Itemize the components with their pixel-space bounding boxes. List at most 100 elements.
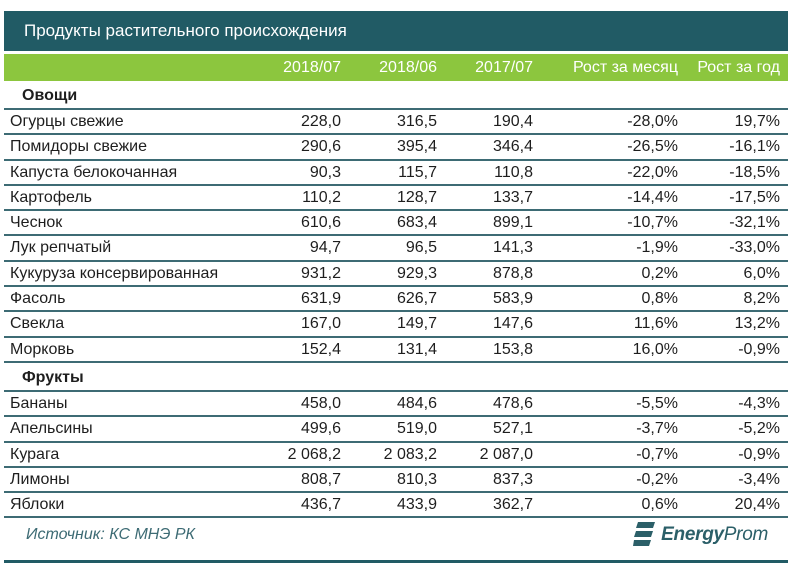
growth-month: -22,0% <box>627 163 678 181</box>
logo-text-prom: Prom <box>723 524 769 546</box>
header-name <box>4 54 254 81</box>
product-name: Картофель <box>10 188 93 206</box>
value-2017-07: 899,1 <box>492 214 533 232</box>
growth-year: -17,5% <box>729 188 780 206</box>
table-row: Картофель 110,2 128,7 133,7 -14,4% -17,5% <box>4 186 788 212</box>
table-row: Лук репчатый 94,7 96,5 141,3 -1,9% -33,0% <box>4 236 788 262</box>
value-2018-06: 96,5 <box>405 239 437 257</box>
growth-year: -0,9% <box>738 445 780 463</box>
value-2018-06: 149,7 <box>396 315 437 333</box>
growth-year: -18,5% <box>729 163 780 181</box>
value-2018-06: 519,0 <box>396 420 437 438</box>
value-2017-07: 190,4 <box>492 113 533 130</box>
value-2018-07: 499,6 <box>300 420 341 438</box>
header-growth-month: Рост за месяц <box>572 59 678 76</box>
growth-month: -1,9% <box>636 239 678 257</box>
product-name: Морковь <box>10 340 75 358</box>
logo-text-energy: Energy <box>661 524 724 546</box>
product-name: Кукуруза консервированная <box>10 264 219 282</box>
table-title: Продукты растительного происхождения <box>4 11 788 51</box>
growth-month: -26,5% <box>627 138 678 156</box>
growth-year: 8,2% <box>743 290 780 308</box>
growth-year: 20,4% <box>734 496 780 514</box>
value-2017-07: 141,3 <box>492 239 533 257</box>
value-2018-06: 683,4 <box>396 214 437 232</box>
table-row: Кукуруза консервированная 931,2 929,3 878,8… <box>4 262 788 288</box>
value-2017-07: 527,1 <box>492 420 533 438</box>
value-2018-06: 929,3 <box>396 264 437 282</box>
table-row: Бананы 458,0 484,6 478,6 -5,5% -4,3% <box>4 392 788 418</box>
growth-month: 11,6% <box>633 315 678 333</box>
growth-year: 19,7% <box>734 113 780 130</box>
value-2018-07: 167,0 <box>300 315 341 333</box>
product-name: Чеснок <box>10 214 63 232</box>
value-2018-07: 610,6 <box>300 214 341 232</box>
value-2018-06: 484,6 <box>396 394 437 412</box>
growth-year: -4,3% <box>738 394 780 412</box>
product-name: Огурцы свежие <box>10 113 124 130</box>
energyprom-logo-icon <box>633 522 656 547</box>
header-2018-06: 2018/06 <box>379 59 437 76</box>
growth-month: 0,6% <box>641 496 678 514</box>
product-name: Бананы <box>10 394 68 412</box>
table-row: Капуста белокочанная 90,3 115,7 110,8 -22,0%… <box>4 161 788 186</box>
table-row: Апельсины 499,6 519,0 527,1 -3,7% -5,2% <box>4 417 788 443</box>
growth-month: -28,0% <box>627 113 678 130</box>
product-table: Продукты растительного происхождения 201… <box>4 11 788 566</box>
table-row: Морковь 152,4 131,4 153,8 16,0% -0,9% <box>4 338 788 363</box>
source-note: Источник: КС МНЭ РК <box>26 526 195 544</box>
growth-month: 0,8% <box>641 290 678 308</box>
product-name: Курага <box>10 445 60 463</box>
table-row: Огурцы свежие 228,0 316,5 190,4 -28,0% 19,7% <box>4 110 788 136</box>
growth-year: 13,2% <box>734 315 780 333</box>
product-name: Яблоки <box>10 496 65 514</box>
value-2018-06: 115,7 <box>398 163 437 181</box>
table-row: Свекла 167,0 149,7 147,6 11,6% 13,2% <box>4 312 788 338</box>
growth-year: 6,0% <box>743 264 780 282</box>
value-2018-07: 94,7 <box>309 239 341 257</box>
product-name: Свекла <box>10 315 65 333</box>
product-name: Фасоль <box>10 290 66 308</box>
energyprom-logo: EnergyProm <box>633 522 768 548</box>
table-row: Лимоны 808,7 810,3 837,3 -0,2% -3,4% <box>4 468 788 494</box>
table-row: Курага 2 068,2 2 083,2 2 087,0 -0,7% -0,9% <box>4 443 788 468</box>
value-2018-07: 631,9 <box>300 290 341 308</box>
section-header: Овощи <box>4 81 788 110</box>
growth-year: -0,9% <box>738 340 780 358</box>
value-2018-07: 931,2 <box>300 264 341 282</box>
value-2018-06: 626,7 <box>396 290 437 308</box>
growth-month: 16,0% <box>632 340 678 358</box>
product-name: Капуста белокочанная <box>10 163 178 181</box>
value-2018-06: 433,9 <box>396 496 437 514</box>
table-header: 2018/07 2018/06 2017/07 Рост за месяц Ро… <box>4 54 788 81</box>
growth-month: -14,4% <box>627 188 678 206</box>
growth-year: -33,0% <box>729 239 780 257</box>
value-2018-06: 2 083,2 <box>383 445 437 463</box>
growth-month: -10,7% <box>627 214 678 232</box>
growth-year: -16,1% <box>729 138 780 156</box>
value-2018-07: 290,6 <box>300 138 341 156</box>
section-header: Фрукты <box>4 363 788 392</box>
value-2018-07: 458,0 <box>300 394 341 412</box>
value-2018-07: 90,3 <box>309 163 341 181</box>
growth-month: -5,5% <box>636 394 678 412</box>
growth-year: -3,4% <box>738 470 780 488</box>
value-2017-07: 362,7 <box>492 496 533 514</box>
table-row: Яблоки 436,7 433,9 362,7 0,6% 20,4% <box>4 493 788 519</box>
value-2018-07: 152,4 <box>300 340 341 358</box>
header-growth-year: Рост за год <box>697 59 780 76</box>
table-footer: Источник: КС МНЭ РК EnergyProm <box>4 518 788 566</box>
value-2017-07: 478,6 <box>492 394 533 412</box>
growth-month: -0,2% <box>636 470 678 488</box>
value-2017-07: 133,7 <box>492 188 533 206</box>
product-name: Апельсины <box>10 420 93 438</box>
table-row: Фасоль 631,9 626,7 583,9 0,8% 8,2% <box>4 287 788 313</box>
product-name: Помидоры свежие <box>10 138 147 156</box>
value-2018-06: 128,7 <box>396 188 437 206</box>
value-2017-07: 583,9 <box>492 290 533 308</box>
value-2018-07: 808,7 <box>300 470 341 488</box>
product-name: Лук репчатый <box>10 239 112 257</box>
value-2018-06: 810,3 <box>396 470 437 488</box>
value-2017-07: 346,4 <box>492 138 533 156</box>
value-2017-07: 878,8 <box>492 264 533 282</box>
